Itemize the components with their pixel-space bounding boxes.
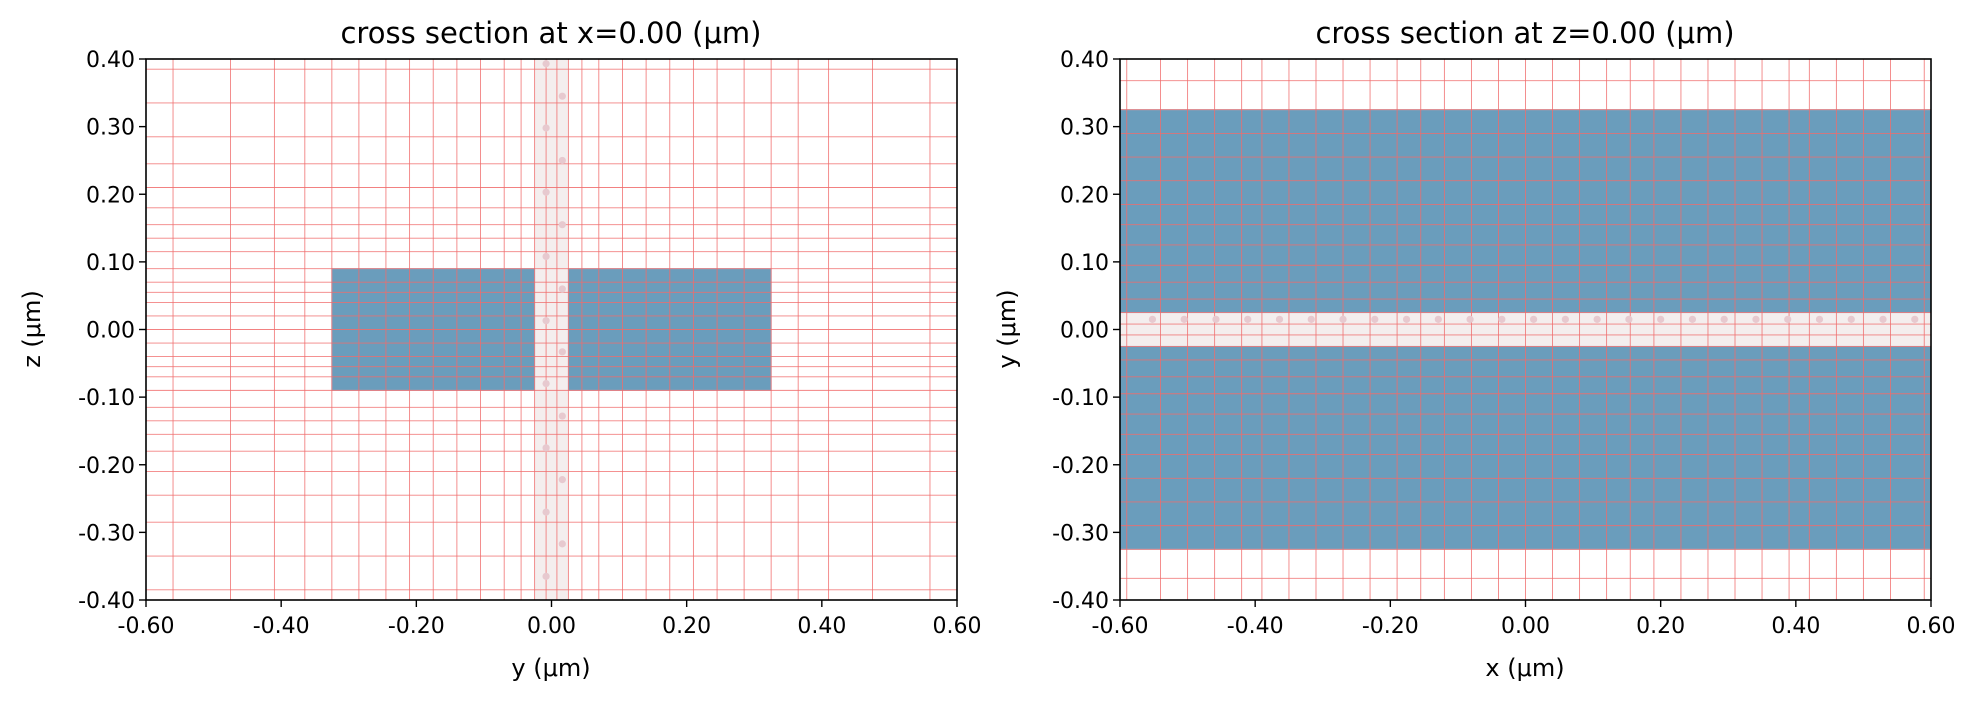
source-marker [1561, 315, 1569, 323]
x-tick-label: 0.00 [1501, 614, 1550, 639]
y-tick-label: -0.40 [1052, 589, 1109, 614]
x-tick-label: 0.40 [1771, 614, 1820, 639]
source-marker [1688, 315, 1697, 323]
y-tick-label: -0.30 [1052, 521, 1109, 546]
source-marker [542, 252, 550, 261]
source-marker [542, 60, 550, 68]
x-tick-label: 0.00 [527, 614, 576, 639]
source-marker [1339, 315, 1347, 323]
panel-title: cross section at x=0.00 (μm) [340, 16, 761, 50]
source-marker [1657, 315, 1665, 323]
x-tick-label: 0.60 [933, 614, 982, 639]
y-tick-label: 0.40 [86, 48, 135, 73]
source-marker [558, 540, 566, 548]
x-tick-label: -0.40 [253, 614, 310, 639]
source-marker [542, 444, 550, 452]
source-marker [1402, 315, 1411, 323]
x-tick-label: 0.60 [1907, 614, 1956, 639]
source-marker [1879, 315, 1887, 323]
y-axis-label: z (μm) [18, 290, 46, 368]
source-marker [1434, 315, 1442, 323]
left-panel: cross section at x=0.00 (μm) y (μm) z (μ… [18, 16, 981, 682]
source-marker [558, 221, 566, 229]
y-tick-label: 0.10 [86, 251, 135, 276]
source-marker [1815, 315, 1824, 323]
x-tick-label: -0.60 [118, 614, 175, 639]
y-tick-label: -0.10 [78, 386, 135, 411]
source-marker [558, 156, 566, 165]
source-marker [1212, 315, 1220, 323]
y-tick-label: 0.00 [1060, 319, 1109, 344]
y-tick-label: 0.30 [86, 116, 135, 141]
x-axis-label: x (μm) [1485, 654, 1564, 682]
x-tick-label: -0.20 [388, 614, 445, 639]
source-marker [1180, 315, 1188, 323]
x-tick-label: 0.20 [662, 614, 711, 639]
source-marker [1466, 315, 1474, 323]
source-marker [1593, 315, 1601, 323]
source-marker [1498, 315, 1506, 323]
x-tick-label: -0.40 [1227, 614, 1284, 639]
y-tick-label: 0.40 [1060, 48, 1109, 73]
source-marker [1752, 315, 1760, 323]
y-tick-label: -0.30 [78, 521, 135, 546]
source-marker [1625, 315, 1633, 323]
source-marker [542, 124, 550, 132]
x-tick-label: -0.60 [1092, 614, 1149, 639]
source-marker [542, 380, 550, 388]
source-marker [1847, 315, 1855, 323]
y-tick-label: -0.40 [78, 589, 135, 614]
plot-area [1120, 59, 1931, 600]
panel-title: cross section at z=0.00 (μm) [1315, 16, 1734, 50]
source-marker [1720, 315, 1728, 323]
y-tick-label: 0.20 [86, 183, 135, 208]
source-marker [558, 285, 566, 293]
source-marker [558, 476, 566, 484]
y-tick-label: 0.00 [86, 319, 135, 344]
source-marker [542, 188, 550, 196]
y-tick-label: -0.10 [1052, 386, 1109, 411]
source-marker [1911, 315, 1919, 323]
y-tick-label: 0.10 [1060, 251, 1109, 276]
y-axis-label: y (μm) [993, 289, 1021, 368]
y-tick-label: -0.20 [1052, 454, 1109, 479]
source-marker [1371, 315, 1379, 323]
source-marker [1275, 315, 1284, 323]
source-marker [558, 92, 566, 100]
source-marker [1784, 315, 1792, 323]
source-marker [1530, 315, 1538, 323]
y-tick-label: 0.30 [1060, 116, 1109, 141]
plot-area [146, 59, 957, 600]
source-marker [542, 317, 550, 325]
source-marker [542, 572, 550, 580]
x-tick-label: 0.20 [1636, 614, 1685, 639]
source-marker [558, 412, 566, 420]
y-tick-label: 0.20 [1060, 183, 1109, 208]
y-tick-label: -0.20 [78, 454, 135, 479]
x-tick-label: 0.40 [797, 614, 846, 639]
source-marker [1148, 315, 1157, 323]
right-panel: cross section at z=0.00 (μm) x (μm) y (μ… [993, 16, 1955, 682]
source-marker [1307, 315, 1315, 323]
x-tick-label: -0.20 [1362, 614, 1419, 639]
x-axis-label: y (μm) [511, 654, 590, 682]
source-marker [1244, 315, 1252, 323]
source-marker [558, 348, 566, 356]
source-marker [542, 508, 550, 516]
